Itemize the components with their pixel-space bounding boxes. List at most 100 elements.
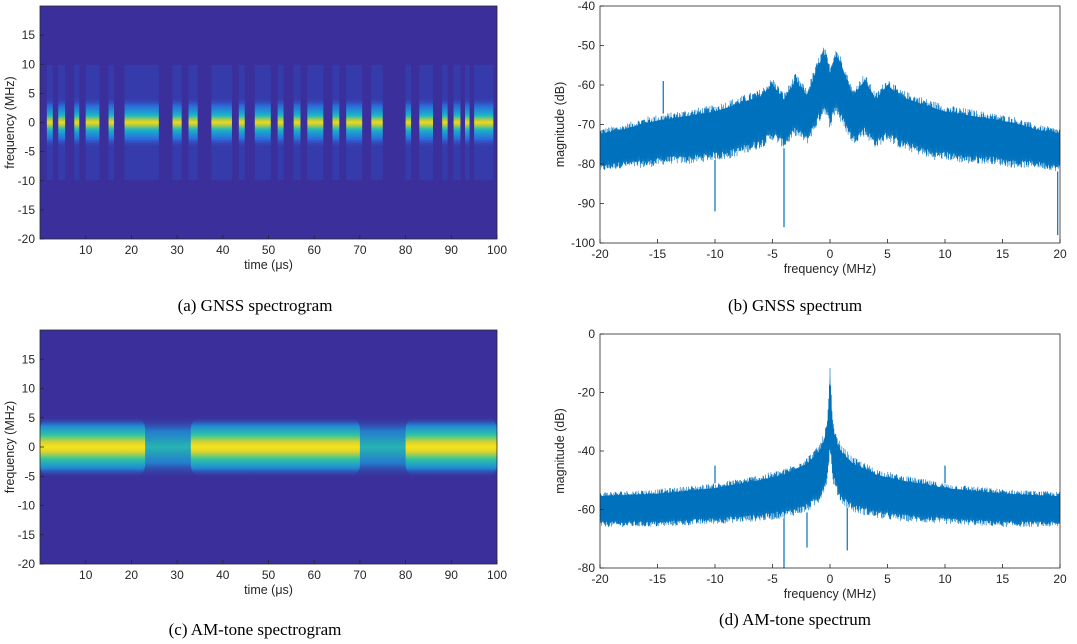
x-axis-label: time (μs): [244, 583, 293, 597]
x-tick-label: 0: [827, 247, 834, 261]
x-tick-label: 60: [308, 243, 322, 257]
spectrogram-burst: [211, 96, 232, 149]
spectrogram-burst: [85, 96, 100, 149]
caption-a: (a) GNSS spectrogram: [177, 296, 333, 315]
y-tick-label: 15: [22, 28, 36, 42]
y-tick-label: -80: [578, 561, 596, 575]
spectrum-series: [600, 47, 1060, 236]
x-tick-label: 20: [125, 568, 139, 582]
x-tick-label: 5: [884, 247, 891, 261]
spectrogram-burst: [346, 96, 363, 149]
spectrogram-burst: [442, 96, 448, 149]
y-tick-label: -20: [578, 386, 596, 400]
y-tick-label: -40: [578, 444, 596, 458]
x-tick-label: -10: [706, 572, 724, 586]
y-tick-label: -20: [18, 232, 36, 246]
x-tick-label: 15: [996, 247, 1010, 261]
y-tick-label: -40: [578, 0, 596, 13]
x-tick-label: 70: [353, 568, 367, 582]
spectrogram-burst: [46, 96, 53, 149]
x-tick-label: 10: [79, 568, 93, 582]
x-tick-label: 30: [170, 568, 184, 582]
spectrum-core-band: [600, 55, 1060, 157]
y-tick-label: -70: [578, 118, 596, 132]
spectrogram-burst: [293, 96, 301, 149]
y-tick-label: 0: [28, 116, 35, 130]
spectrogram-burst: [332, 96, 340, 149]
spectrogram-bright-segment: [190, 416, 360, 478]
spectrogram-burst: [238, 96, 245, 149]
y-tick-label: -5: [24, 145, 35, 159]
y-tick-label: -60: [578, 503, 596, 517]
y-tick-label: -80: [578, 157, 596, 171]
x-tick-label: 50: [262, 243, 276, 257]
spectrogram-burst: [405, 96, 412, 149]
x-tick-label: 10: [938, 572, 952, 586]
x-tick-label: -15: [649, 572, 667, 586]
x-tick-label: 80: [399, 243, 413, 257]
spectrogram-burst: [172, 96, 182, 149]
x-tick-label: 40: [216, 243, 230, 257]
x-tick-label: 30: [170, 243, 184, 257]
spectrogram-burst: [277, 96, 284, 149]
y-tick-label: 5: [28, 86, 35, 100]
spectrogram-burst: [371, 96, 383, 149]
x-tick-label: 40: [216, 568, 230, 582]
spectrogram-burst: [474, 96, 494, 149]
y-axis-label: magnitude (dB): [553, 82, 567, 167]
x-axis-label: frequency (MHz): [784, 262, 876, 276]
spectrogram-bright-segment: [40, 416, 146, 478]
x-tick-label: -20: [591, 247, 609, 261]
spectrogram-burst: [58, 96, 66, 149]
x-tick-label: -15: [649, 247, 667, 261]
spectrogram-burst: [419, 96, 434, 149]
x-tick-label: -5: [767, 572, 778, 586]
gnss-spectrogram-panel: 10 20 30 40 50 60 70 80 90 100151050-5-10-15-20ti…: [3, 5, 507, 272]
x-tick-label: -10: [706, 247, 724, 261]
x-tick-label: 20: [1053, 247, 1067, 261]
x-tick-label: 80: [399, 568, 413, 582]
y-tick-label: -15: [18, 203, 36, 217]
am-tone-spectrogram-panel: 10 20 30 40 50 60 70 80 90 100151050-5-10-15-20ti…: [3, 329, 507, 597]
spectrum-noise-trace: [600, 47, 1060, 172]
y-axis-label: magnitude (dB): [553, 408, 567, 493]
x-tick-label: -5: [767, 247, 778, 261]
y-tick-label: 5: [28, 411, 35, 425]
spectrum-series: [600, 367, 1060, 568]
x-tick-label: 0: [827, 572, 834, 586]
spectrogram-burst: [453, 96, 461, 149]
y-tick-label: -15: [18, 528, 36, 542]
y-axis-label: frequency (MHz): [3, 401, 17, 493]
x-tick-label: 90: [445, 568, 459, 582]
x-tick-label: 10: [938, 247, 952, 261]
y-tick-label: 0: [28, 440, 35, 454]
x-tick-label: 60: [308, 568, 322, 582]
caption-b: (b) GNSS spectrum: [727, 296, 863, 315]
spectrogram-burst: [254, 96, 271, 149]
x-tick-label: 90: [445, 243, 459, 257]
caption-c: (c) AM-tone spectrogram: [168, 620, 342, 639]
x-tick-label: 20: [125, 243, 139, 257]
spectrogram-burst: [74, 96, 80, 149]
am-tone-spectrum-panel: -20 -15 -10 -5 0 5 10 15 20 0 -20 -40 -60 -80 frequenc…: [553, 327, 1067, 601]
y-tick-label: -20: [18, 557, 36, 571]
spectrogram-burst: [108, 96, 115, 149]
y-tick-label: 15: [22, 352, 36, 366]
spectrum-core-band: [600, 376, 1060, 515]
gnss-spectrum-panel: -20 -15 -10 -5 0 5 10 15 20-40-50-60-70-80-90-10…: [553, 0, 1067, 276]
spectrum-noise-trace: [600, 367, 1060, 528]
x-axis-label: frequency (MHz): [784, 587, 876, 601]
y-tick-label: 0: [588, 327, 595, 341]
y-tick-label: -100: [571, 236, 595, 250]
x-tick-label: 10: [79, 243, 93, 257]
y-tick-label: 10: [22, 57, 36, 71]
y-tick-label: -90: [578, 197, 596, 211]
y-tick-label: -5: [24, 469, 35, 483]
spectrogram-burst: [124, 96, 159, 149]
x-tick-label: 50: [262, 568, 276, 582]
spectrogram-burst: [465, 96, 470, 149]
y-tick-label: -10: [18, 174, 36, 188]
x-tick-label: 70: [353, 243, 367, 257]
x-tick-label: -20: [591, 572, 609, 586]
